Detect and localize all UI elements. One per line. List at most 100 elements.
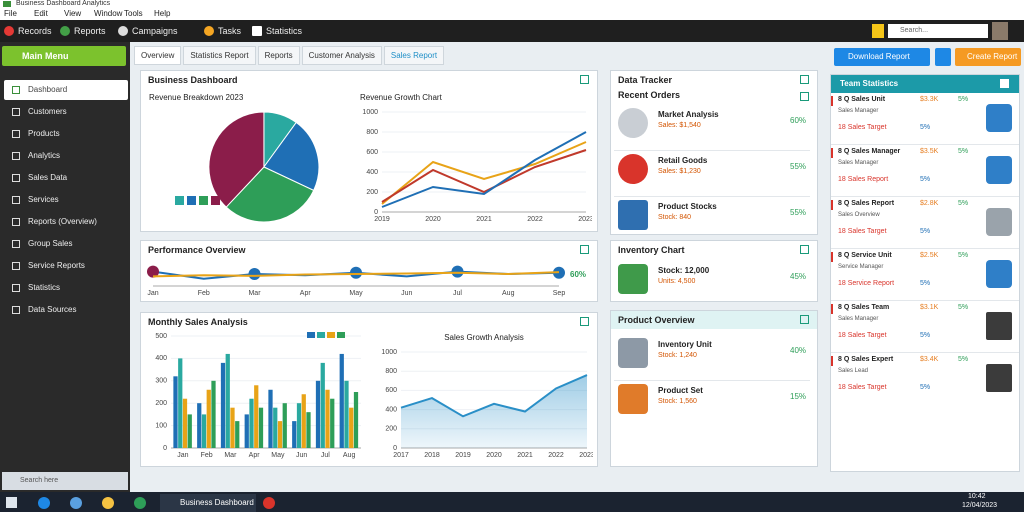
toolbar xyxy=(0,20,1024,42)
line xyxy=(381,141,587,205)
legend-swatch xyxy=(211,196,220,205)
tab[interactable]: Reports xyxy=(257,46,300,65)
x-tick-label: May xyxy=(271,452,285,459)
panel-check[interactable] xyxy=(580,317,589,326)
toolbar-button[interactable]: Campaigns xyxy=(132,26,178,36)
toolbar-icon xyxy=(204,26,214,36)
taskbar xyxy=(0,492,1024,512)
taskbar-icon[interactable] xyxy=(38,497,50,509)
row-accent xyxy=(831,304,833,314)
taskbar-icon[interactable] xyxy=(263,497,275,509)
panel-title: Product Overview xyxy=(618,315,695,325)
y-tick-label: 300 xyxy=(155,378,167,385)
panel-header xyxy=(611,311,817,329)
nav-item[interactable]: Statistics xyxy=(28,283,61,292)
nav-item[interactable]: Customers xyxy=(28,107,67,116)
item-value: 55% xyxy=(790,208,807,217)
panel-check[interactable] xyxy=(800,75,809,84)
area xyxy=(401,375,587,448)
bar xyxy=(197,403,202,448)
search-box[interactable] xyxy=(888,24,988,38)
bar xyxy=(173,376,178,448)
item-name: Market Analysis xyxy=(658,110,719,119)
nav-icon xyxy=(12,218,20,226)
menu-button[interactable] xyxy=(2,46,126,66)
member-target-change: 5% xyxy=(920,228,931,235)
chart-title: Revenue Breakdown 2023 xyxy=(149,93,244,102)
member-target-change: 5% xyxy=(920,176,931,183)
y-tick-label: 200 xyxy=(155,400,167,407)
tab[interactable]: Customer Analysis xyxy=(301,46,382,65)
panel-check[interactable] xyxy=(580,245,589,254)
menu-item[interactable]: Tools xyxy=(124,9,143,18)
taskbar-icon[interactable] xyxy=(102,497,114,509)
menu-item[interactable]: Window xyxy=(94,9,123,18)
point xyxy=(451,265,464,278)
item-detail: Sales: $1,540 xyxy=(658,122,701,129)
taskbar-app[interactable] xyxy=(160,494,256,512)
nav-item[interactable]: Reports (Overview) xyxy=(28,217,97,226)
notification-icon xyxy=(872,24,884,38)
member-change: 5% xyxy=(958,252,969,259)
legend-swatch xyxy=(199,196,208,205)
menu-item[interactable]: Help xyxy=(154,9,171,18)
bar xyxy=(178,358,183,448)
member-metric: $3.1K xyxy=(920,304,939,311)
toolbar-button[interactable]: Tasks xyxy=(218,26,242,36)
nav-item[interactable]: Analytics xyxy=(28,151,61,160)
sidebar-search[interactable] xyxy=(2,472,128,490)
sidebar-search-text: Search here xyxy=(20,477,59,484)
nav-item[interactable]: Services xyxy=(28,195,59,204)
bar xyxy=(320,362,325,448)
x-tick-label: 2017 xyxy=(393,452,409,459)
menu-item[interactable]: Edit xyxy=(34,9,48,18)
member-change: 5% xyxy=(958,356,969,363)
legend-swatch xyxy=(327,332,335,338)
y-tick-label: 0 xyxy=(393,445,397,452)
start-button[interactable] xyxy=(6,497,17,508)
bar xyxy=(339,353,344,448)
icon-button[interactable] xyxy=(935,48,951,66)
nav-item[interactable]: Service Reports xyxy=(28,261,85,270)
x-tick-label: Aug xyxy=(343,452,356,459)
panel-check[interactable] xyxy=(800,315,809,324)
menu-item[interactable]: File xyxy=(4,9,17,18)
separator xyxy=(831,248,1019,249)
bar xyxy=(315,380,321,448)
avatar xyxy=(992,22,1008,40)
nav-item[interactable]: Products xyxy=(28,129,60,138)
action-button[interactable] xyxy=(955,48,1021,66)
nav-item[interactable]: Sales Data xyxy=(28,173,68,182)
taskbar-icon[interactable] xyxy=(70,497,82,509)
nav-item[interactable]: Data Sources xyxy=(28,305,77,314)
bar xyxy=(353,392,359,448)
item-name: Stock: 12,000 xyxy=(658,266,710,275)
action-button[interactable] xyxy=(834,48,930,66)
panel-check[interactable] xyxy=(800,92,809,101)
panel-check[interactable] xyxy=(1000,79,1009,88)
tab[interactable]: Statistics Report xyxy=(183,46,256,65)
nav-item[interactable]: Group Sales xyxy=(28,239,73,248)
tab[interactable]: Overview xyxy=(134,46,182,65)
toolbar-button[interactable]: Statistics xyxy=(266,26,303,36)
toolbar-button[interactable]: Records xyxy=(18,26,52,36)
menu-item[interactable]: View xyxy=(64,9,82,18)
x-tick-label: 2023 xyxy=(578,216,592,223)
toolbar-button[interactable]: Reports xyxy=(74,26,106,36)
item-value: 45% xyxy=(790,272,807,281)
y-tick-label: 600 xyxy=(366,149,378,156)
item-detail: Stock: 1,240 xyxy=(658,352,697,359)
panel-check[interactable] xyxy=(580,75,589,84)
member-target: 18 Sales Target xyxy=(838,332,887,339)
tab-bar: Overview Statistics Report Reports Customer… xyxy=(134,46,445,65)
taskbar-icon[interactable] xyxy=(134,497,146,509)
separator xyxy=(614,380,810,381)
tab[interactable]: Sales Report xyxy=(383,46,445,65)
x-tick-label: Jun xyxy=(296,452,307,459)
row-icon xyxy=(986,260,1012,288)
nav-item[interactable]: Dashboard xyxy=(28,85,68,94)
chart: Revenue Breakdown 2023 xyxy=(149,93,320,223)
panel-check[interactable] xyxy=(800,245,809,254)
member-change: 5% xyxy=(958,148,969,155)
line xyxy=(152,271,560,278)
